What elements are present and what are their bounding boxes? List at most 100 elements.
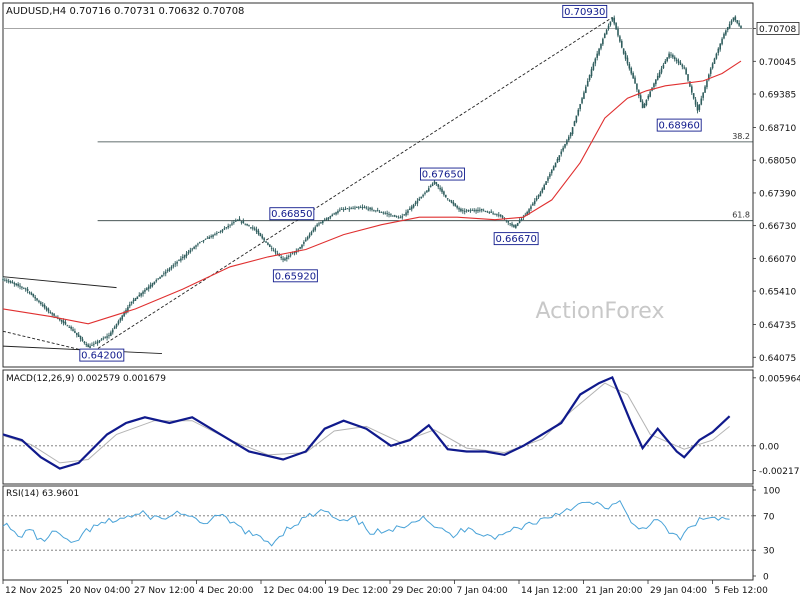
candle-body (571, 127, 574, 134)
candle-body (104, 337, 106, 339)
candle-body (636, 83, 638, 90)
candle-body (96, 341, 99, 344)
time-tick-label: 21 Jan 20:00 (586, 586, 643, 596)
candle-body (159, 276, 161, 279)
candle-body (64, 322, 67, 325)
candle-body (259, 233, 262, 237)
candle-body (339, 209, 341, 211)
candle-body (583, 92, 585, 99)
macd-lines (2, 375, 753, 470)
candle-body (607, 25, 610, 29)
candle-body (199, 242, 201, 243)
time-axis: 12 Nov 2025 20 Nov 04:00 27 Nov 12:00 4 Dec… (2, 580, 768, 596)
candle-body (401, 216, 404, 218)
candle-body (286, 257, 288, 260)
time-tick-label: 27 Nov 12:00 (134, 586, 195, 596)
candle-body (641, 101, 644, 109)
candle-body (21, 286, 23, 288)
candle-body (592, 63, 595, 70)
candle-body (270, 248, 273, 249)
candle-body (276, 253, 279, 255)
price-axis: 0.70708 0.70045 0.69385 0.68710 0.68050 0.673… (753, 22, 800, 364)
price-reference-lines: 38.2 61.8 (3, 28, 753, 222)
candle-body (216, 233, 218, 234)
candle-body (223, 228, 226, 230)
candle-body (673, 57, 676, 60)
candle-body (664, 61, 667, 64)
candle-body (28, 291, 31, 293)
candle-body (463, 210, 466, 212)
candle-body (13, 282, 16, 285)
candle-body (452, 202, 455, 205)
candle-body (219, 230, 222, 232)
candle-body (395, 216, 398, 218)
candle-body (446, 198, 449, 200)
candle-body (511, 223, 513, 226)
candle-body (53, 313, 55, 316)
price-label: 0.65920 (272, 269, 318, 282)
candle-body (520, 218, 523, 221)
candle-body (234, 220, 237, 222)
candle-body (624, 52, 627, 59)
candle-body (68, 326, 71, 328)
candle-body (350, 208, 352, 210)
candle-body (513, 224, 515, 228)
candle-body (600, 43, 602, 49)
candle-body (123, 312, 125, 317)
candle-body (134, 298, 137, 301)
candle-body (19, 285, 21, 287)
price-tick-label: 0.65410 (759, 288, 796, 298)
candle-body (308, 234, 311, 237)
candle-body (5, 280, 8, 282)
candle-body (229, 224, 231, 226)
candle-body (632, 73, 634, 79)
candle-body (412, 204, 415, 208)
candle-body (310, 232, 313, 235)
candle-body (233, 222, 235, 223)
candle-body (306, 237, 309, 240)
candle-body (658, 72, 661, 77)
candle-body (675, 59, 678, 62)
candle-body (255, 229, 258, 232)
rsi-tick-label: 70 (763, 512, 775, 522)
candle-body (361, 207, 364, 208)
candle-body (102, 338, 105, 340)
price-label-text: 0.68960 (659, 121, 700, 132)
candle-body (164, 271, 167, 274)
candle-body (482, 210, 485, 212)
candle-body (257, 230, 260, 234)
candle-body (66, 325, 69, 327)
candle-body (301, 244, 303, 248)
candle-body (441, 188, 443, 193)
candle-body (516, 223, 519, 226)
candle-body (15, 283, 18, 285)
candle-body (378, 211, 381, 213)
candle-body (579, 104, 581, 110)
candle-body (380, 212, 383, 213)
candle-body (363, 206, 366, 208)
candle-body (314, 227, 317, 231)
candle-body (537, 195, 540, 198)
price-tick-label: 0.67390 (759, 189, 796, 199)
candle-body (465, 210, 468, 212)
price-tick-label: 0.66730 (759, 222, 796, 232)
candle-body (410, 206, 413, 210)
candle-body (622, 48, 625, 54)
candle-body (687, 74, 689, 81)
price-tick-label: 0.64075 (759, 354, 796, 364)
candle-body (549, 173, 551, 177)
candle-body (505, 220, 508, 222)
candle-body (685, 68, 687, 75)
candle-body (168, 268, 171, 271)
candle-body (692, 93, 695, 99)
candle-body (620, 41, 623, 48)
price-tick-label: 0.68710 (759, 124, 796, 134)
candle-body (645, 99, 648, 106)
candle-body (89, 346, 91, 348)
candle-body (172, 265, 175, 267)
price-label: 0.68960 (656, 118, 702, 132)
rsi-tick-label: 0 (763, 573, 769, 583)
candle-body (72, 329, 74, 331)
candle-body (399, 217, 402, 219)
candle-body (250, 227, 252, 229)
